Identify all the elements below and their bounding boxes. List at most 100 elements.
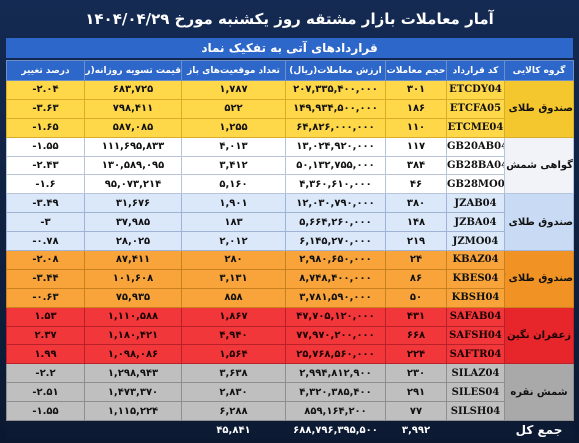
- cell-value: ۱۲,۰۳۰,۷۹۰,۰۰۰: [285, 193, 386, 214]
- cell-open-interest: ۱,۹۰۱: [181, 193, 286, 214]
- cell-code: JZMO04: [446, 231, 505, 252]
- cell-volume: ۷۷: [385, 401, 447, 422]
- cell-group: صندوق طلای لوتوس: [504, 80, 574, 138]
- cell-volume: ۲۲۴: [385, 344, 447, 365]
- header-group: گروه کالایی: [504, 60, 574, 81]
- cell-code: SILAZ04: [446, 363, 505, 384]
- cell-volume: ۲۱۹: [385, 231, 447, 252]
- cell-change: -۲.۰۸: [6, 250, 85, 270]
- cell-change: -۲.۰۴: [6, 80, 85, 100]
- cell-code: KBES04: [446, 268, 505, 289]
- cell-code: ETCME04: [446, 117, 505, 138]
- cell-value: ۲۰۷,۳۳۵,۴۰۰,۰۰۰: [285, 80, 386, 100]
- table-row: -۱.۶ ۹۵,۰۷۳,۲۱۴ ۵,۱۶۰ ۴,۳۶۰,۶۱۰,۰۰۰ ۴۶ GB28MO…: [6, 174, 574, 195]
- cell-settlement: ۳۷,۹۸۵: [84, 212, 182, 233]
- cell-volume: ۲۹۱: [385, 382, 447, 403]
- cell-code: GB28MO04: [446, 174, 505, 195]
- cell-group: صندوق طلای کهربا: [504, 250, 574, 308]
- cell-value: ۸,۷۴۸,۴۰۰,۰۰۰: [285, 268, 386, 289]
- cell-change: ۱.۵۳: [6, 306, 85, 327]
- cell-volume: ۱۱۷: [385, 136, 447, 157]
- cell-volume: ۲۴: [385, 250, 447, 270]
- table-row: ۲.۳۷ ۱,۱۸۰,۴۲۱ ۴,۹۴۰ ۷۷,۹۷۰,۲۰۰,۰۰۰ ۶۶۸ SAFSH…: [6, 325, 574, 346]
- cell-open-interest: ۲۸۰: [181, 250, 286, 270]
- cell-value: ۴,۳۶۰,۶۱۰,۰۰۰: [285, 174, 386, 195]
- cell-settlement: ۳۱,۶۷۶: [84, 193, 182, 214]
- cell-settlement: ۸۷,۴۱۱: [84, 250, 182, 270]
- cell-volume: ۱۸۶: [385, 98, 447, 119]
- cell-code: GB20AB04: [446, 136, 505, 157]
- cell-open-interest: ۱,۸۶۷: [181, 306, 286, 327]
- cell-settlement: ۵۸۷,۰۸۵: [84, 117, 182, 138]
- header-volume: حجم معاملات: [385, 60, 447, 81]
- cell-open-interest: ۱,۷۸۷: [181, 80, 286, 100]
- cell-volume: ۳۸۴: [385, 155, 447, 176]
- cell-code: JZBA04: [446, 212, 505, 233]
- cell-volume: ۱۱۰: [385, 117, 447, 138]
- cell-value: ۶۴,۸۲۶,۰۰۰,۰۰۰: [285, 117, 386, 138]
- table-row: -۰.۶۳ ۷۵,۹۳۵ ۸۵۸ ۳,۷۸۱,۵۹۰,۰۰۰ ۵۰ KBSH04: [6, 287, 574, 308]
- cell-code: GB28BA04: [446, 155, 505, 176]
- cell-volume: ۲۳۰: [385, 363, 447, 384]
- cell-change: -۳: [6, 212, 85, 233]
- cell-value: ۵۰,۱۳۲,۷۵۵,۰۰۰: [285, 155, 386, 176]
- cell-settlement: ۱۳۰,۵۸۹,۰۹۵: [84, 155, 182, 176]
- table-body: -۲.۰۴ ۶۸۳,۷۲۵ ۱,۷۸۷ ۲۰۷,۳۳۵,۴۰۰,۰۰۰ ۳۰۱ ETCDY…: [6, 80, 574, 440]
- cell-code: KBAZ04: [446, 250, 505, 270]
- total-empty-code: [446, 420, 505, 440]
- table-row: -۲.۰۴ ۶۸۳,۷۲۵ ۱,۷۸۷ ۲۰۷,۳۳۵,۴۰۰,۰۰۰ ۳۰۱ ETCDY…: [6, 80, 574, 138]
- table-row: -۲.۰۸ ۸۷,۴۱۱ ۲۸۰ ۲,۹۸۰,۶۵۰,۰۰۰ ۲۴ KBAZ04 صندوق…: [6, 250, 574, 308]
- total-value: ۶۸۸,۷۹۶,۳۹۵,۵۰۰: [285, 420, 386, 440]
- table-row: -۲.۴۳ ۱۳۰,۵۸۹,۰۹۵ ۳,۴۱۲ ۵۰,۱۳۲,۷۵۵,۰۰۰ ۳۸۴ GB…: [6, 155, 574, 176]
- cell-open-interest: ۴,۰۱۳: [181, 136, 286, 157]
- cell-value: ۴۷,۷۰۵,۱۲۰,۰۰۰: [285, 306, 386, 327]
- cell-change: -۳.۶۳: [6, 98, 85, 119]
- table-header-row: درصد تغییر قیمت تسویه روزانه(ریال) تعداد…: [6, 60, 574, 81]
- cell-open-interest: ۲,۰۱۲: [181, 231, 286, 252]
- cell-open-interest: ۳,۶۳۸: [181, 363, 286, 384]
- cell-open-interest: ۵,۱۶۰: [181, 174, 286, 195]
- cell-open-interest: ۲,۸۳۰: [181, 382, 286, 403]
- cell-volume: ۵۰: [385, 287, 447, 308]
- cell-settlement: ۶۸۳,۷۲۵: [84, 80, 182, 100]
- cell-code: KBSH04: [446, 287, 505, 308]
- header-open-interest: تعداد موقعیت‌های باز: [181, 60, 286, 81]
- cell-settlement: ۱۰۱,۶۰۸: [84, 268, 182, 289]
- cell-volume: ۴۳۱: [385, 306, 447, 327]
- cell-value: ۷۷,۹۷۰,۲۰۰,۰۰۰: [285, 325, 386, 346]
- table-row: -۰.۷۸ ۲۸,۰۲۵ ۲,۰۱۲ ۶,۱۴۵,۲۷۰,۰۰۰ ۲۱۹ JZMO04: [6, 231, 574, 252]
- cell-open-interest: ۳,۱۳۱: [181, 268, 286, 289]
- header-code: کد قرارداد: [446, 60, 505, 81]
- cell-value: ۱۴۹,۹۳۴,۵۰۰,۰۰۰: [285, 98, 386, 119]
- cell-settlement: ۱,۲۹۸,۹۴۳: [84, 363, 182, 384]
- futures-table: درصد تغییر قیمت تسویه روزانه(ریال) تعداد…: [6, 60, 574, 440]
- cell-volume: ۸۶: [385, 268, 447, 289]
- cell-value: ۲,۹۸۰,۶۵۰,۰۰۰: [285, 250, 386, 270]
- cell-settlement: ۲۸,۰۲۵: [84, 231, 182, 252]
- total-open-interest: ۴۵,۸۴۱: [181, 420, 286, 440]
- cell-open-interest: ۱,۲۵۵: [181, 117, 286, 138]
- cell-code: SILSH04: [446, 401, 505, 422]
- header-settlement: قیمت تسویه روزانه(ریال): [84, 60, 182, 81]
- cell-value: ۲,۹۹۴,۸۱۲,۹۰۰: [285, 363, 386, 384]
- cell-change: ۲.۳۷: [6, 325, 85, 346]
- table-row: -۲.۲ ۱,۲۹۸,۹۴۳ ۳,۶۳۸ ۲,۹۹۴,۸۱۲,۹۰۰ ۲۳۰ SILAZ0…: [6, 363, 574, 422]
- cell-volume: ۱۴۸: [385, 212, 447, 233]
- cell-open-interest: ۵۲۲: [181, 98, 286, 119]
- cell-volume: ۳۸۰: [385, 193, 447, 214]
- cell-open-interest: ۸۵۸: [181, 287, 286, 308]
- cell-value: ۶,۱۴۵,۲۷۰,۰۰۰: [285, 231, 386, 252]
- cell-change: -۰.۶۳: [6, 287, 85, 308]
- cell-code: SAFAB04: [446, 306, 505, 327]
- cell-volume: ۳۰۱: [385, 80, 447, 100]
- total-label: جمع کل: [504, 420, 574, 440]
- cell-settlement: ۷۵,۹۳۵: [84, 287, 182, 308]
- cell-change: -۲.۵۱: [6, 382, 85, 403]
- table-row: ۱.۵۳ ۱,۱۱۰,۵۸۸ ۱,۸۶۷ ۴۷,۷۰۵,۱۲۰,۰۰۰ ۴۳۱ SAFAB…: [6, 306, 574, 365]
- cell-open-interest: ۳,۴۱۲: [181, 155, 286, 176]
- cell-volume: ۴۶: [385, 174, 447, 195]
- cell-value: ۴,۳۲۰,۳۸۵,۴۰۰: [285, 382, 386, 403]
- cell-open-interest: ۶,۲۸۸: [181, 401, 286, 422]
- cell-settlement: ۱۱۱,۶۹۵,۸۳۳: [84, 136, 182, 157]
